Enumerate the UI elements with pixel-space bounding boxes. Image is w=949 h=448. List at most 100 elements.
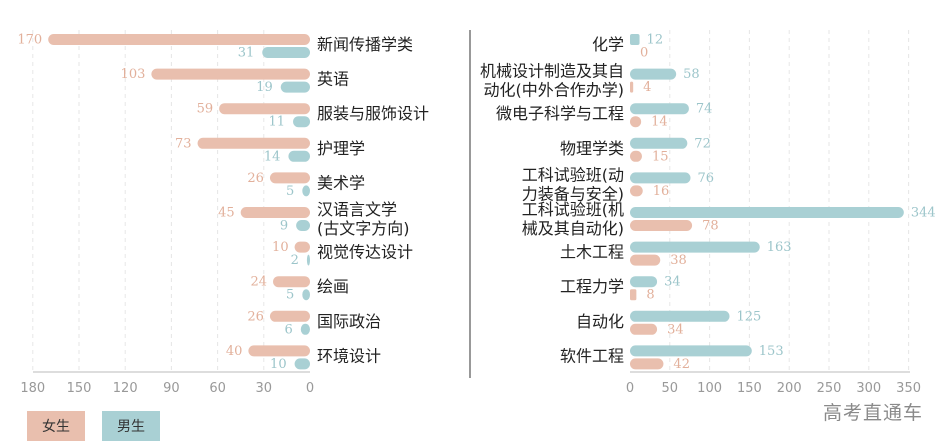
- right-category-1-line2: 动化(中外合作办学): [484, 81, 625, 100]
- left-category-8: 国际政治: [317, 312, 381, 331]
- right-label-female-8: 34: [667, 322, 684, 337]
- right-tick-label-0: 0: [626, 381, 634, 396]
- right-tick-label-2: 100: [697, 381, 722, 396]
- right-label-female-3: 15: [652, 149, 669, 164]
- right-label-female-9: 42: [673, 357, 690, 372]
- right-tick-label-7: 350: [896, 381, 921, 396]
- right-bar-female-9: [630, 358, 664, 370]
- right-category-1-line1: 机械设计制造及其自: [480, 62, 624, 81]
- left-tick-label-0: 180: [20, 381, 45, 396]
- left-tick-label-4: 60: [209, 381, 226, 396]
- right-label-female-5: 78: [702, 219, 719, 234]
- left-label-male-7: 5: [286, 288, 294, 303]
- right-label-female-6: 38: [670, 253, 687, 268]
- left-bar-male-9: [294, 358, 310, 370]
- left-label-female-1: 103: [121, 67, 146, 82]
- left-label-male-5: 9: [280, 219, 288, 234]
- left-label-female-4: 26: [247, 171, 264, 186]
- right-bar-female-4: [630, 185, 643, 197]
- left-category-2: 服装与服饰设计: [317, 104, 429, 123]
- right-label-male-6: 163: [767, 240, 792, 255]
- left-bar-male-7: [302, 289, 310, 301]
- right-bar-male-0: [630, 34, 640, 45]
- left-category-1: 英语: [317, 70, 349, 89]
- right-tick-label-4: 200: [777, 381, 802, 396]
- right-bar-male-4: [630, 172, 691, 184]
- right-bar-male-7: [630, 276, 658, 288]
- left-tick-label-5: 30: [256, 381, 273, 396]
- right-label-male-3: 72: [694, 136, 711, 151]
- right-bar-male-8: [630, 310, 730, 322]
- right-bar-female-1: [630, 81, 634, 93]
- left-label-male-9: 10: [270, 357, 287, 372]
- right-bar-male-3: [630, 137, 688, 149]
- left-bar-female-4: [269, 172, 310, 184]
- right-label-male-7: 34: [664, 275, 681, 290]
- left-label-male-6: 2: [291, 253, 299, 268]
- right-category-3: 物理学类: [560, 139, 624, 158]
- legend-male: 男生: [102, 411, 160, 441]
- right-label-male-8: 125: [737, 309, 762, 324]
- legend-male-label: 男生: [117, 419, 145, 435]
- watermark: 高考直通车: [822, 402, 923, 424]
- left-category-3: 护理学: [317, 139, 365, 158]
- left-bar-male-6: [306, 254, 310, 266]
- right-category-8: 自动化: [576, 312, 624, 331]
- right-category-4-line2: 力装备与安全): [522, 184, 624, 203]
- right-bar-female-2: [630, 116, 642, 128]
- left-category-7: 绘画: [317, 277, 349, 296]
- right-tick-label-3: 150: [737, 381, 762, 396]
- left-label-female-2: 59: [197, 102, 214, 117]
- right-category-5-line1: 工科试验班(机: [522, 200, 624, 219]
- left-label-female-8: 26: [247, 309, 264, 324]
- left-bar-male-3: [288, 150, 310, 162]
- right-category-5-line2: 械及其自动化): [522, 219, 624, 238]
- left-label-male-4: 5: [286, 184, 294, 199]
- right-label-male-9: 153: [759, 344, 784, 359]
- left-category-9: 环境设计: [317, 346, 381, 365]
- right-tick-label-6: 300: [856, 381, 881, 396]
- left-bar-female-6: [294, 241, 310, 253]
- right-category-7: 工程力学: [560, 277, 624, 296]
- right-label-male-1: 58: [683, 67, 700, 82]
- right-bar-male-1: [630, 68, 677, 80]
- right-bar-male-9: [630, 345, 752, 357]
- right-bar-female-5: [630, 220, 693, 231]
- right-category-9: 软件工程: [560, 346, 624, 365]
- left-category-0: 新闻传播学类: [317, 35, 413, 54]
- left-bar-male-1: [280, 81, 310, 93]
- left-bar-male-4: [302, 185, 310, 197]
- right-category-6: 土木工程: [560, 243, 624, 262]
- right-bar-female-3: [630, 150, 642, 162]
- left-category-5-line2: (古文字方向): [317, 219, 410, 238]
- right-label-male-0: 12: [647, 33, 664, 48]
- right-label-male-4: 76: [697, 171, 714, 186]
- left-bar-male-0: [262, 47, 310, 58]
- left-bar-female-2: [219, 103, 310, 115]
- right-category-4-line1: 工科试验班(动: [522, 165, 624, 184]
- left-label-male-0: 31: [238, 46, 255, 61]
- left-label-female-7: 24: [250, 275, 267, 290]
- right-label-male-5: 344: [911, 206, 936, 221]
- left-bar-female-8: [269, 310, 310, 322]
- left-tick-label-6: 0: [306, 381, 314, 396]
- left-tick-label-2: 120: [113, 381, 138, 396]
- left-label-female-3: 73: [175, 136, 192, 151]
- right-category-0: 化学: [592, 35, 624, 54]
- right-label-female-2: 14: [651, 115, 668, 130]
- right-label-female-1: 4: [643, 80, 651, 95]
- right-category-2: 微电子科学与工程: [496, 104, 624, 123]
- left-category-6: 视觉传达设计: [317, 243, 413, 262]
- left-label-male-2: 11: [269, 115, 286, 130]
- right-bar-female-8: [630, 323, 658, 335]
- left-bar-male-5: [296, 220, 310, 231]
- right-bar-female-7: [630, 289, 637, 301]
- right-label-female-4: 16: [653, 184, 670, 199]
- left-bar-male-8: [300, 323, 310, 335]
- right-tick-label-1: 50: [662, 381, 679, 396]
- left-category-5-line1: 汉语言文学: [317, 200, 397, 219]
- left-label-male-3: 14: [264, 149, 281, 164]
- left-label-male-1: 19: [256, 80, 273, 95]
